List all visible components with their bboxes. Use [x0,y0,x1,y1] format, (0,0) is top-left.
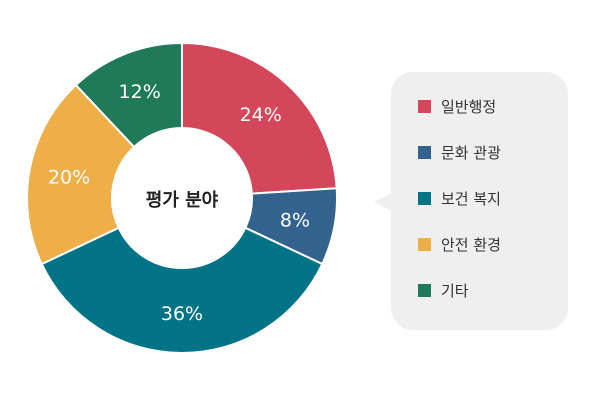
legend-label: 일반행정 [441,98,496,116]
slice-percent-label: 20% [48,166,90,188]
donut-slices [26,41,338,354]
legend-swatch [418,146,431,159]
legend-background [391,72,568,330]
legend-swatch [418,238,431,251]
slice-percent-label: 8% [280,210,310,232]
slice-labels: 24% 8% 36% 20% 12% [48,81,310,325]
slice-percent-label: 36% [161,303,203,325]
legend-label: 문화 관광 [441,144,501,162]
legend-label: 기타 [441,282,469,300]
legend-label: 안전 환경 [441,236,501,254]
center-label: 평가 분야 [146,190,219,211]
slice-percent-label: 24% [240,104,282,126]
legend-pointer [374,192,393,212]
legend-swatch [418,192,431,205]
legend-swatch [418,100,431,113]
donut-slice [40,226,324,354]
donut-slice [181,41,338,195]
legend-label: 보건 복지 [441,190,501,208]
donut-slice [74,41,183,149]
legend-swatch [418,284,431,297]
slice-percent-label: 12% [119,81,161,103]
donut-slice [26,83,136,266]
